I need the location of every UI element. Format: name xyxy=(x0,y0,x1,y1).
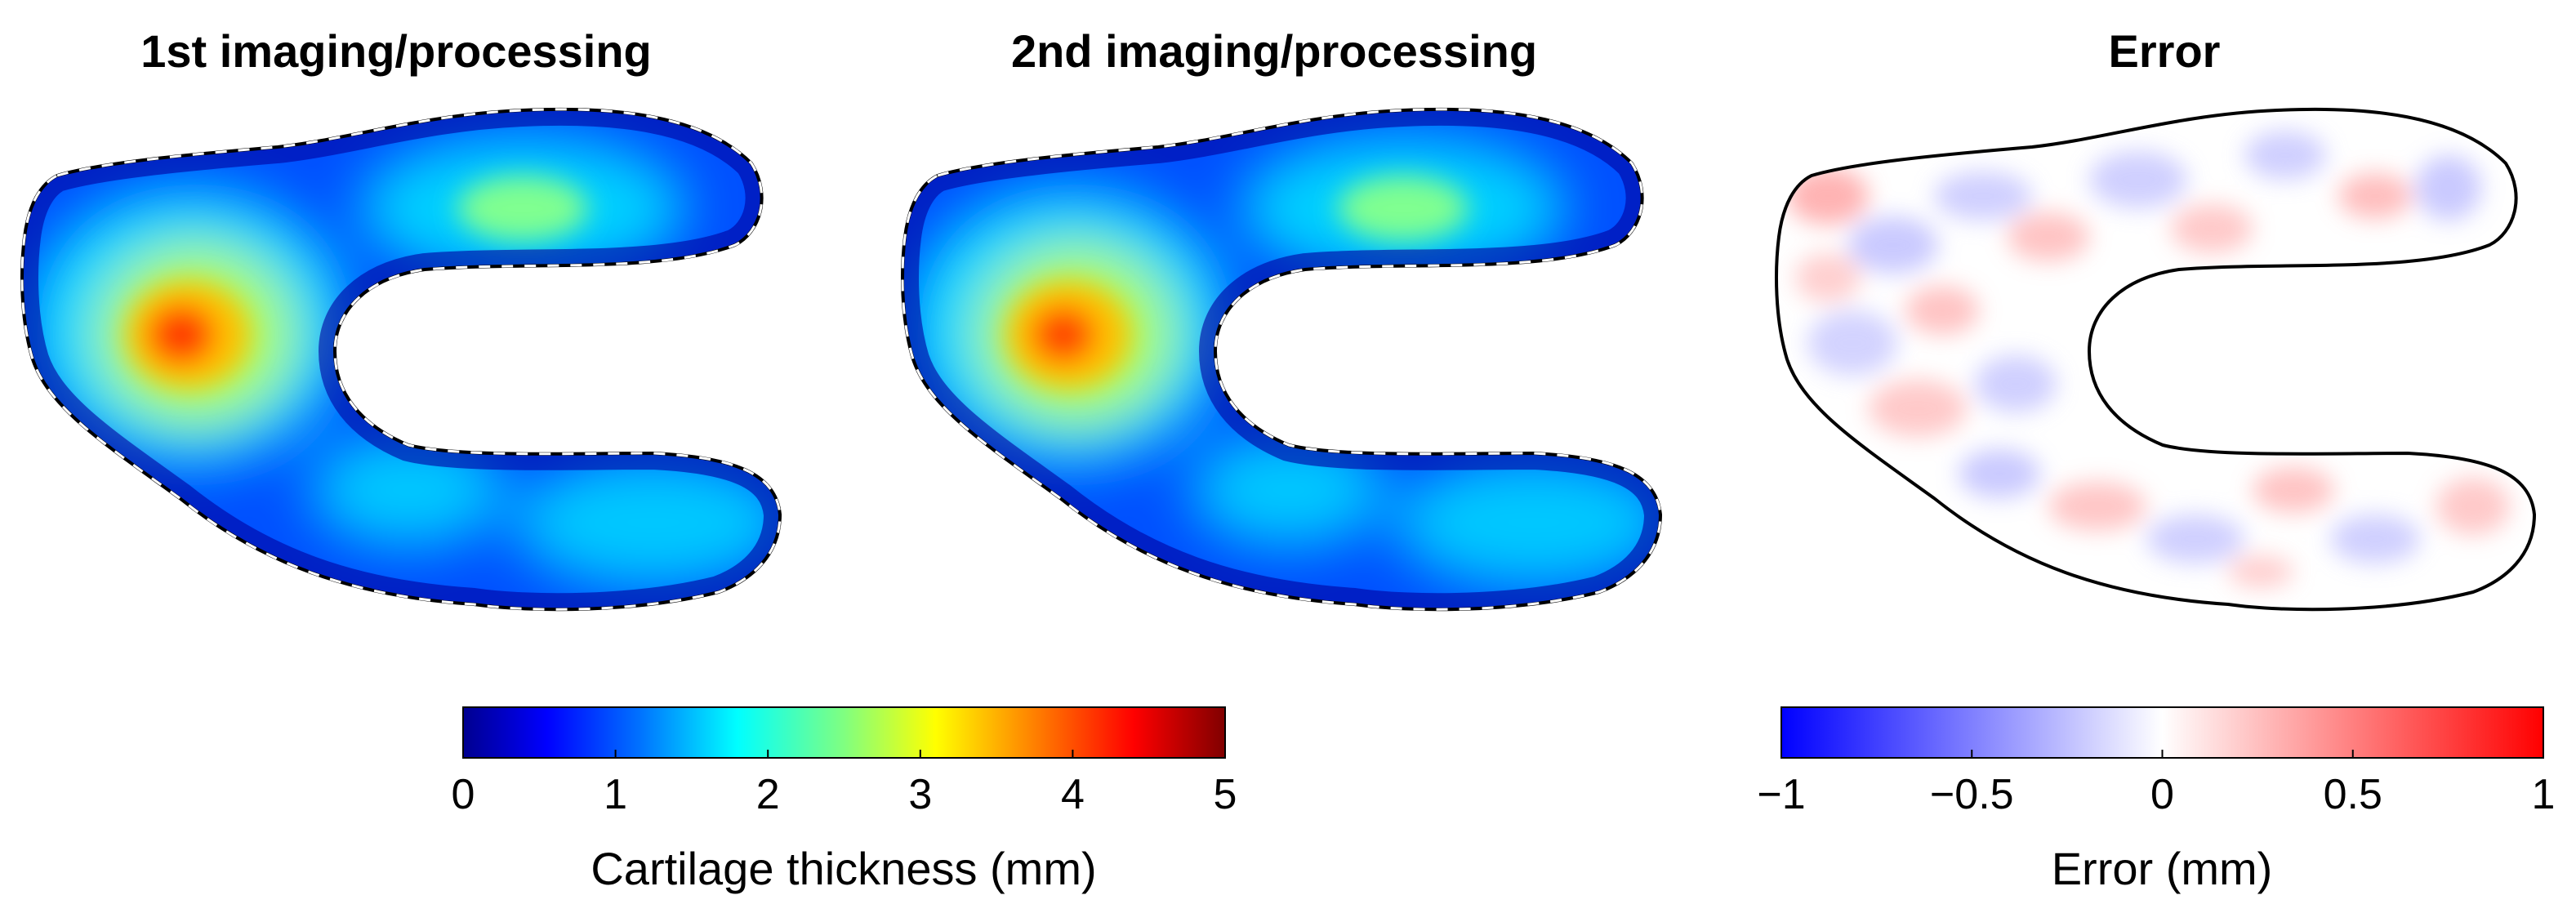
error-tick-label: 0.5 xyxy=(2324,771,2382,818)
error-map xyxy=(1775,107,2537,612)
thickness-colorbar: 0 1 2 3 4 5 Cartilage thickness (mm) xyxy=(452,706,1237,894)
thickness-tick-label: 3 xyxy=(908,771,932,818)
thickness-tick-label: 1 xyxy=(604,771,627,818)
thickness-tick-label: 4 xyxy=(1061,771,1085,818)
error-tick-label: −0.5 xyxy=(1930,771,2014,818)
panel-title-first: 1st imaging/processing xyxy=(140,25,652,77)
thickness-tick-label: 5 xyxy=(1214,771,1237,818)
thickness-map-second xyxy=(901,107,1663,612)
error-colorbar-ticks: −1 −0.5 0 0.5 1 xyxy=(1757,750,2555,818)
panel-title-error: Error xyxy=(2109,25,2221,77)
thickness-tick-label: 0 xyxy=(452,771,475,818)
error-tick-label: 1 xyxy=(2532,771,2556,818)
thickness-tick-label: 2 xyxy=(756,771,780,818)
error-tick-label: −1 xyxy=(1757,771,1805,818)
thickness-colorbar-label: Cartilage thickness (mm) xyxy=(591,843,1096,894)
thickness-map-first xyxy=(20,107,782,612)
error-tick-label: 0 xyxy=(2150,771,2174,818)
panel-title-second: 2nd imaging/processing xyxy=(1011,25,1537,77)
thickness-colorbar-ticks: 0 1 2 3 4 5 xyxy=(452,750,1237,818)
error-colorbar: −1 −0.5 0 0.5 1 Error (mm) xyxy=(1757,706,2555,894)
error-colorbar-label: Error (mm) xyxy=(2052,843,2273,894)
